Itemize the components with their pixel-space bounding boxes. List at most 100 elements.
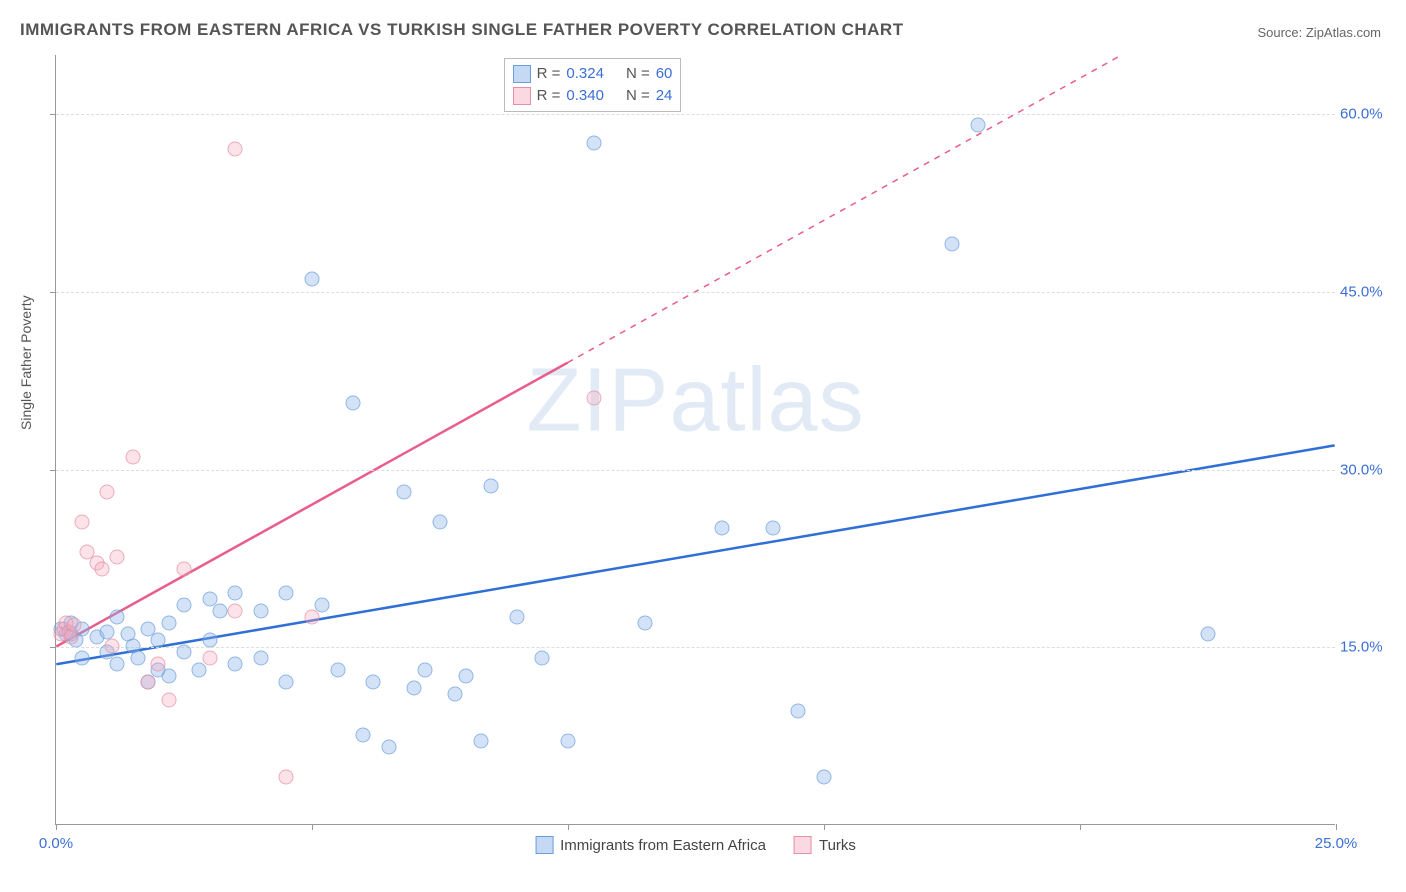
stat-r-value: 0.324 [566, 63, 604, 85]
data-point [130, 651, 145, 666]
data-point [253, 603, 268, 618]
x-tick-label: 25.0% [1315, 835, 1358, 852]
gridline [56, 292, 1335, 293]
y-tick-label: 60.0% [1340, 106, 1395, 123]
x-tick [56, 824, 57, 830]
x-tick [824, 824, 825, 830]
data-point [228, 657, 243, 672]
data-point [366, 674, 381, 689]
gridline [56, 470, 1335, 471]
data-point [586, 390, 601, 405]
data-point [110, 609, 125, 624]
stat-n-label: N = [626, 85, 650, 107]
legend-swatch [513, 65, 531, 83]
data-point [561, 734, 576, 749]
data-point [95, 562, 110, 577]
correlation-stats-box: R =0.324N =60R =0.340N =24 [504, 58, 682, 112]
x-tick [312, 824, 313, 830]
stat-n-value: 60 [656, 63, 673, 85]
data-point [791, 704, 806, 719]
data-point [473, 734, 488, 749]
data-point [279, 674, 294, 689]
data-point [177, 597, 192, 612]
data-point [100, 625, 115, 640]
data-point [765, 520, 780, 535]
data-point [448, 686, 463, 701]
data-point [458, 668, 473, 683]
data-point [125, 449, 140, 464]
x-tick [1336, 824, 1337, 830]
data-point [177, 562, 192, 577]
data-point [74, 651, 89, 666]
data-point [381, 740, 396, 755]
y-tick-label: 15.0% [1340, 639, 1395, 656]
data-point [212, 603, 227, 618]
x-tick [568, 824, 569, 830]
data-point [202, 633, 217, 648]
data-point [417, 663, 432, 678]
data-point [817, 769, 832, 784]
data-point [279, 586, 294, 601]
data-point [345, 396, 360, 411]
data-point [110, 550, 125, 565]
y-tick-label: 30.0% [1340, 461, 1395, 478]
legend-label: Immigrants from Eastern Africa [560, 837, 766, 854]
stat-n-label: N = [626, 63, 650, 85]
data-point [228, 141, 243, 156]
data-point [637, 615, 652, 630]
data-point [202, 651, 217, 666]
chart-title: IMMIGRANTS FROM EASTERN AFRICA VS TURKIS… [20, 20, 904, 40]
y-tick [50, 292, 56, 293]
data-point [228, 603, 243, 618]
data-point [66, 618, 81, 633]
legend-item: Immigrants from Eastern Africa [535, 836, 766, 854]
stat-r-label: R = [537, 85, 561, 107]
legend-item: Turks [794, 836, 856, 854]
data-point [714, 520, 729, 535]
data-point [484, 479, 499, 494]
data-point [161, 692, 176, 707]
data-point [397, 485, 412, 500]
data-point [356, 728, 371, 743]
data-point [151, 657, 166, 672]
legend-label: Turks [819, 837, 856, 854]
data-point [1201, 627, 1216, 642]
data-point [305, 272, 320, 287]
series-legend: Immigrants from Eastern Africa Turks [535, 836, 856, 854]
y-tick [50, 647, 56, 648]
data-point [74, 514, 89, 529]
data-point [305, 609, 320, 624]
data-point [433, 514, 448, 529]
data-point [105, 639, 120, 654]
data-point [151, 633, 166, 648]
watermark-text: ZIPatlas [526, 350, 864, 453]
y-tick [50, 470, 56, 471]
scatter-plot-area: ZIPatlas R =0.324N =60R =0.340N =24 Immi… [55, 55, 1335, 825]
gridline [56, 647, 1335, 648]
legend-swatch [535, 836, 553, 854]
x-tick-label: 0.0% [39, 835, 73, 852]
x-tick [1080, 824, 1081, 830]
data-point [141, 674, 156, 689]
stats-row: R =0.324 N = 60 [513, 63, 673, 85]
data-point [253, 651, 268, 666]
data-point [177, 645, 192, 660]
y-axis-label: Single Father Poverty [18, 295, 34, 430]
y-tick-label: 45.0% [1340, 283, 1395, 300]
source-attribution: Source: ZipAtlas.com [1257, 25, 1381, 40]
data-point [509, 609, 524, 624]
stat-n-value: 24 [656, 85, 673, 107]
legend-swatch [513, 87, 531, 105]
stats-row: R =0.340N =24 [513, 85, 673, 107]
data-point [535, 651, 550, 666]
trendlines-layer [56, 55, 1335, 824]
data-point [192, 663, 207, 678]
data-point [161, 668, 176, 683]
data-point [228, 586, 243, 601]
data-point [279, 769, 294, 784]
data-point [161, 615, 176, 630]
data-point [110, 657, 125, 672]
gridline [56, 114, 1335, 115]
data-point [100, 485, 115, 500]
stat-r-label: R = [537, 63, 561, 85]
